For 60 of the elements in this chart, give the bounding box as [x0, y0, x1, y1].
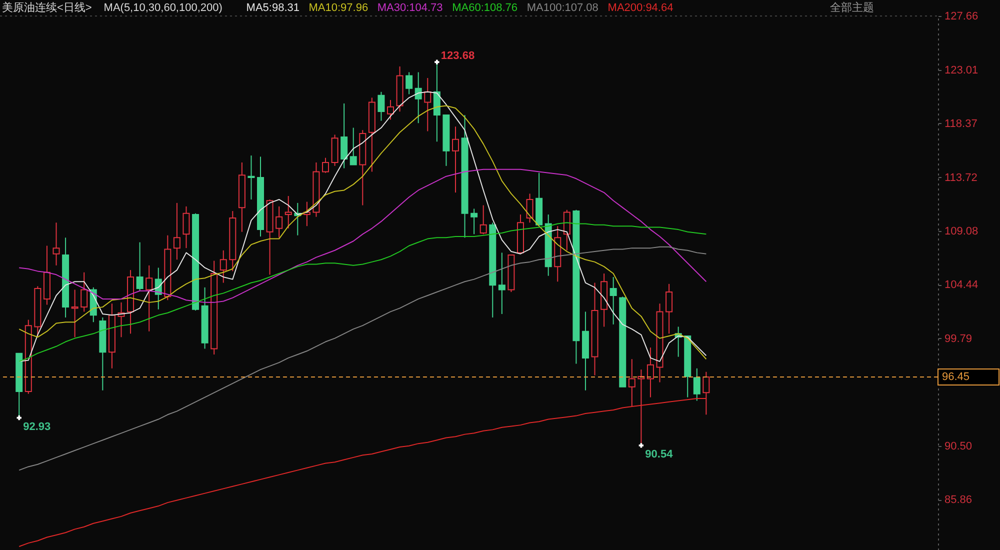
candlestick [424, 78, 432, 132]
point [434, 60, 440, 64]
y-tick-label: 113.72 [944, 172, 978, 184]
text: MA60:108.76 [452, 2, 518, 14]
candlestick [433, 62, 440, 142]
candlestick [220, 250, 227, 284]
candlestick [182, 206, 190, 249]
legend-title: MA(5,10,30,60,100,200) [104, 2, 222, 14]
candlestick [284, 196, 292, 229]
line-series [18, 398, 707, 548]
y-tick-label: 109.08 [944, 225, 978, 238]
text: MA30:104.73 [377, 2, 443, 14]
candlestick [136, 242, 144, 292]
point [638, 443, 644, 448]
candlestick [146, 264, 153, 332]
text: MA5:98.31 [246, 2, 300, 14]
data-label: 90.54 [645, 448, 674, 460]
y-tick-label: 127.66 [944, 10, 978, 22]
candlestick [563, 209, 570, 251]
candlestick [480, 204, 487, 235]
candlestick [173, 202, 180, 260]
candlestick [71, 289, 78, 338]
candlestick [702, 371, 710, 416]
candlestick [628, 358, 636, 408]
candlestick [646, 347, 654, 398]
text: 全部主题 [830, 1, 874, 14]
candlestick [526, 193, 534, 224]
data-label: 123.68 [440, 50, 475, 62]
candlestick [52, 222, 60, 266]
candlestick [414, 72, 422, 124]
candlestick [322, 157, 330, 174]
point [16, 415, 22, 420]
candlestick [387, 99, 394, 120]
y-tick-label: 104.44 [944, 279, 978, 292]
candlestick [276, 206, 283, 238]
y-tick-label: 90.50 [944, 440, 972, 452]
candlestick [693, 368, 700, 402]
y-tick-label: 118.37 [944, 118, 978, 130]
candlestick [248, 155, 255, 200]
candlestick [452, 126, 459, 194]
candlestick [378, 91, 385, 122]
text: MA10:97.96 [308, 2, 368, 14]
line-series [18, 246, 707, 471]
chart-title: 美原油连续<日线> [2, 1, 92, 14]
candlestick [666, 283, 673, 334]
candlestick [470, 208, 478, 235]
candlestick [638, 369, 645, 446]
candlestick [498, 252, 506, 315]
data-label: 92.93 [23, 420, 51, 433]
ref-line-label: 96.45 [942, 371, 970, 384]
y-tick-label: 85.86 [944, 494, 972, 506]
y-tick-label: 123.01 [944, 64, 978, 76]
y-tick-label: 99.79 [944, 332, 972, 345]
candlestick [610, 276, 617, 325]
candlestick [350, 127, 357, 166]
candlestick [80, 272, 88, 312]
text: MA100:107.08 [526, 2, 598, 14]
candlestick [340, 102, 348, 169]
text: MA200:94.64 [608, 2, 674, 14]
candlestick [406, 72, 413, 95]
